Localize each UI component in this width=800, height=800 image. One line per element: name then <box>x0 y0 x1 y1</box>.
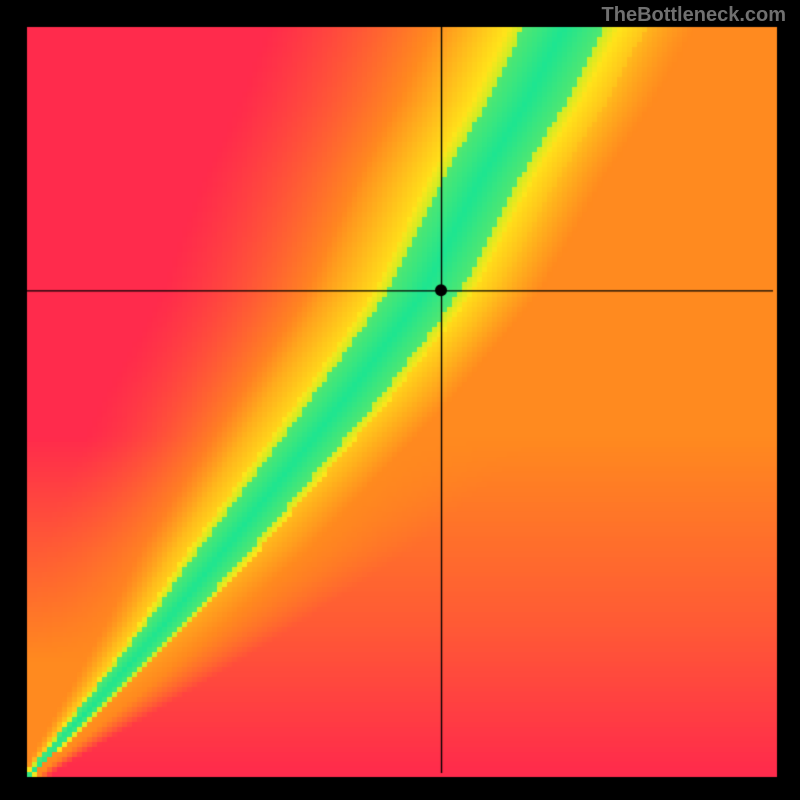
chart-container: TheBottleneck.com <box>0 0 800 800</box>
watermark-text: TheBottleneck.com <box>602 4 786 27</box>
heatmap-canvas <box>0 0 800 800</box>
